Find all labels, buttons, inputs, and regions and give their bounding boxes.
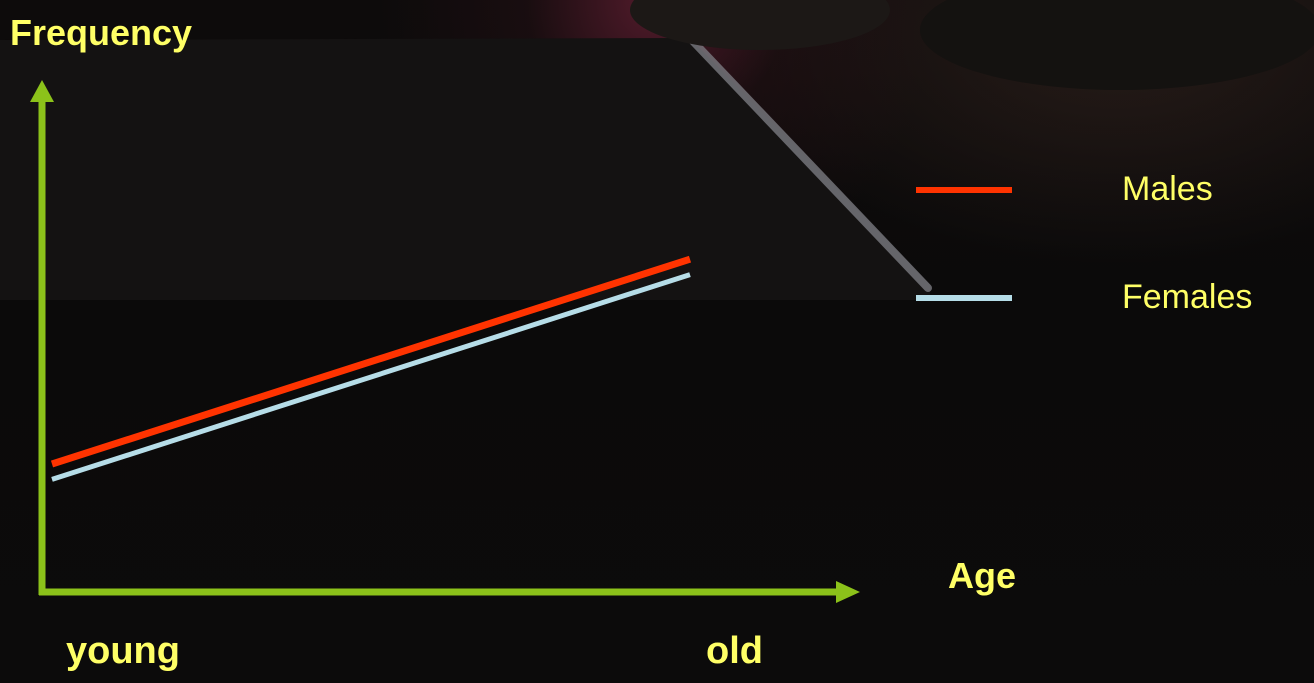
y-axis-title: Frequency	[10, 12, 193, 53]
legend-label-females: Females	[1122, 278, 1253, 316]
legend-label-males: Males	[1122, 170, 1213, 208]
series-layer	[50, 255, 692, 482]
x-axis-arrowhead	[836, 581, 860, 603]
legend	[916, 187, 1012, 301]
x-axis-title: Age	[948, 555, 1017, 596]
background-trees	[630, 0, 890, 50]
x-axis	[39, 581, 860, 603]
series-line-females	[51, 272, 691, 482]
background-roof	[0, 38, 930, 300]
x-tick-label-young: young	[66, 630, 180, 672]
background-trees	[920, 0, 1314, 90]
y-axis-arrowhead	[30, 80, 54, 102]
y-axis	[30, 80, 54, 595]
x-tick-label-old: old	[706, 630, 763, 672]
background-roof-edge	[684, 32, 932, 292]
series-line-males	[50, 255, 692, 468]
